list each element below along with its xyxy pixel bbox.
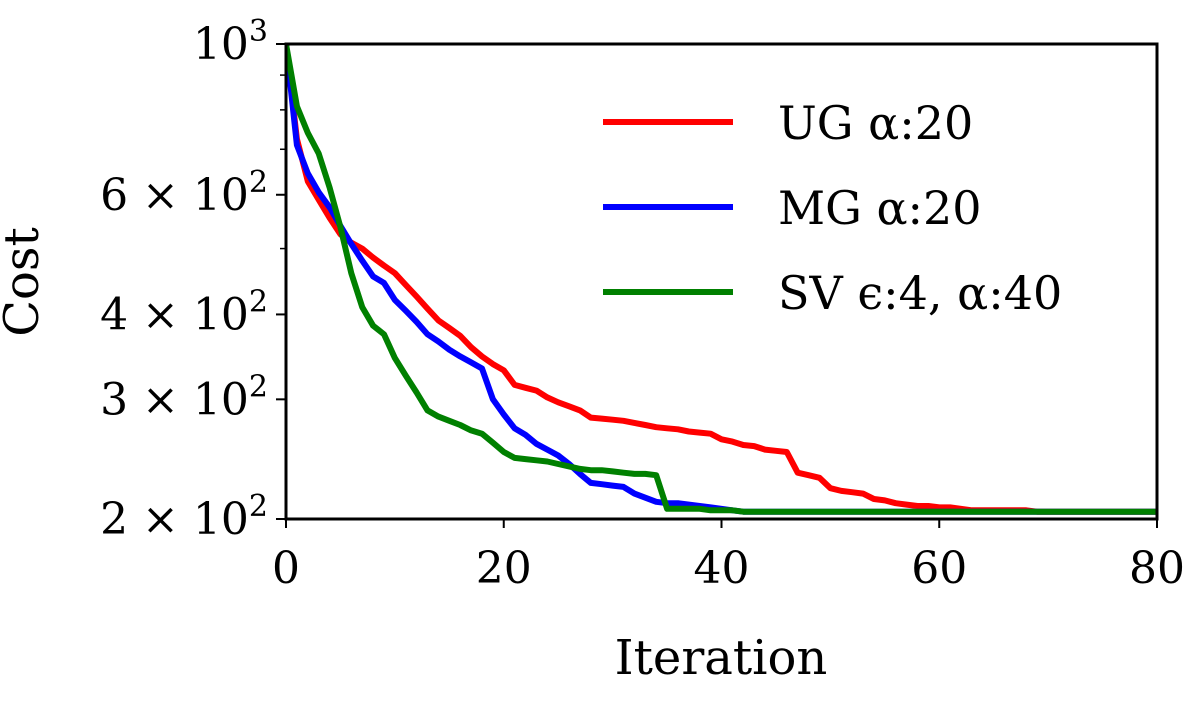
y-tick-label-2: 4 × 102	[100, 284, 268, 340]
x-axis-label: Iteration	[615, 630, 828, 686]
x-tick-label-3: 60	[911, 543, 967, 594]
legend-label-0: UG α:20	[778, 96, 973, 150]
series-line-2	[286, 44, 1157, 515]
x-tick-label-1: 20	[476, 543, 532, 594]
legend-label-2: SV ϵ:4, α:40	[778, 266, 1062, 320]
series-lines	[286, 44, 1157, 515]
axis-ticks	[276, 43, 1158, 528]
y-tick-label-1: 3 × 102	[100, 369, 268, 425]
y-axis-label: Cost	[0, 227, 50, 337]
legend: UG α:20 MG α:20 SV ϵ:4, α:40	[603, 96, 1062, 320]
y-tick-label-4: 103	[193, 14, 268, 70]
y-tick-label-0: 2 × 102	[100, 489, 268, 545]
x-tick-label-2: 40	[694, 543, 750, 594]
tick-labels: 0 20 40 60 80 2 × 102 3 × 102 4 × 102 6 × 102 103	[100, 14, 1185, 594]
x-tick-label-0: 0	[272, 543, 300, 594]
x-tick-label-4: 80	[1129, 543, 1185, 594]
legend-label-1: MG α:20	[778, 181, 982, 235]
y-tick-label-3: 6 × 102	[100, 165, 268, 221]
